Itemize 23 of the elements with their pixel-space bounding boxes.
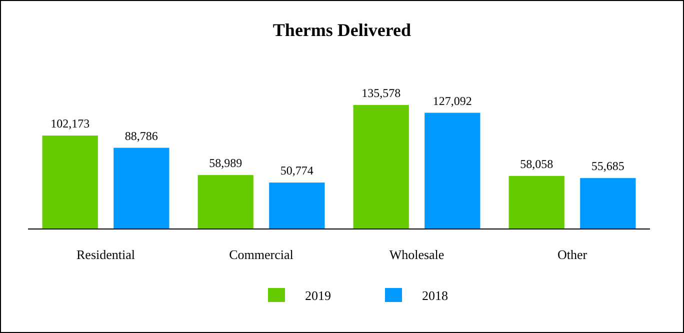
bar <box>580 178 636 229</box>
data-label: 58,058 <box>520 156 554 171</box>
data-label: 55,685 <box>591 159 624 174</box>
x-tick-label: Other <box>557 247 588 262</box>
legend-label: 2019 <box>305 288 331 303</box>
legend-label: 2018 <box>422 288 448 303</box>
bar <box>114 148 170 229</box>
bar <box>508 176 564 229</box>
bar <box>198 175 254 229</box>
data-label: 58,989 <box>209 156 242 170</box>
data-label: 50,774 <box>280 164 314 178</box>
data-label: 135,578 <box>362 86 401 100</box>
x-tick-label: Wholesale <box>389 247 444 262</box>
x-tick-label: Residential <box>76 247 136 262</box>
bar <box>269 182 325 229</box>
bar <box>353 105 409 229</box>
data-label: 88,786 <box>124 128 158 143</box>
chart-title: Therms Delivered <box>272 20 412 40</box>
bar <box>424 112 480 229</box>
x-tick-label: Commercial <box>229 247 294 262</box>
data-label: 102,173 <box>50 116 90 131</box>
data-label: 127,092 <box>432 94 472 108</box>
bar <box>42 136 98 229</box>
